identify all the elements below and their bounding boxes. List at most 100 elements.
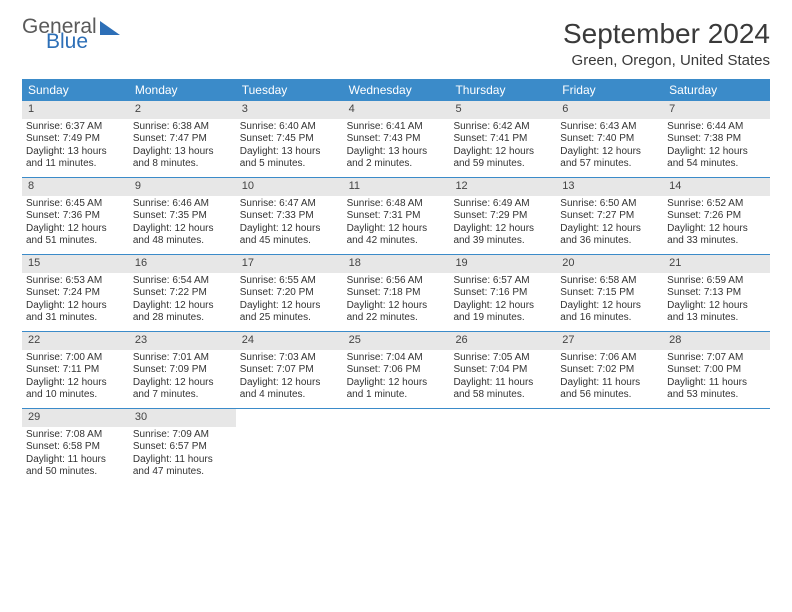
sunset-text: Sunset: 7:02 PM [560, 364, 659, 377]
day-number: 4 [343, 101, 450, 119]
daylight-text: Daylight: 12 hours [560, 300, 659, 313]
daylight-text: Daylight: 11 hours [667, 377, 766, 390]
daylight-text: and 47 minutes. [133, 466, 232, 479]
sunrise-text: Sunrise: 6:49 AM [453, 198, 552, 211]
day-cell: 1Sunrise: 6:37 AMSunset: 7:49 PMDaylight… [22, 101, 129, 177]
daylight-text: and 50 minutes. [26, 466, 125, 479]
day-number: 11 [343, 178, 450, 196]
daylight-text: Daylight: 12 hours [26, 223, 125, 236]
daylight-text: Daylight: 11 hours [133, 454, 232, 467]
day-number: 9 [129, 178, 236, 196]
dow-header-wednesday: Wednesday [343, 79, 450, 101]
day-number [449, 409, 556, 413]
sunset-text: Sunset: 7:47 PM [133, 133, 232, 146]
day-cell-empty [449, 409, 556, 485]
daylight-text: and 42 minutes. [347, 235, 446, 248]
title-block: September 2024 Green, Oregon, United Sta… [563, 18, 770, 69]
week-row: 15Sunrise: 6:53 AMSunset: 7:24 PMDayligh… [22, 254, 770, 331]
sunrise-text: Sunrise: 6:44 AM [667, 121, 766, 134]
day-number: 26 [449, 332, 556, 350]
sunset-text: Sunset: 7:18 PM [347, 287, 446, 300]
sunrise-text: Sunrise: 7:03 AM [240, 352, 339, 365]
day-number: 14 [663, 178, 770, 196]
daylight-text: Daylight: 12 hours [667, 223, 766, 236]
daylight-text: and 59 minutes. [453, 158, 552, 171]
daylight-text: and 28 minutes. [133, 312, 232, 325]
daylight-text: and 51 minutes. [26, 235, 125, 248]
daylight-text: Daylight: 12 hours [560, 146, 659, 159]
sunset-text: Sunset: 7:49 PM [26, 133, 125, 146]
daylight-text: and 53 minutes. [667, 389, 766, 402]
day-number: 27 [556, 332, 663, 350]
sunrise-text: Sunrise: 6:37 AM [26, 121, 125, 134]
sunset-text: Sunset: 7:22 PM [133, 287, 232, 300]
sunset-text: Sunset: 7:31 PM [347, 210, 446, 223]
sunset-text: Sunset: 7:29 PM [453, 210, 552, 223]
sunrise-text: Sunrise: 6:50 AM [560, 198, 659, 211]
daylight-text: and 22 minutes. [347, 312, 446, 325]
sunset-text: Sunset: 7:33 PM [240, 210, 339, 223]
sunrise-text: Sunrise: 6:52 AM [667, 198, 766, 211]
month-title: September 2024 [563, 18, 770, 50]
daylight-text: Daylight: 13 hours [133, 146, 232, 159]
sunrise-text: Sunrise: 6:41 AM [347, 121, 446, 134]
day-cell: 22Sunrise: 7:00 AMSunset: 7:11 PMDayligh… [22, 332, 129, 408]
daylight-text: and 13 minutes. [667, 312, 766, 325]
sunset-text: Sunset: 7:40 PM [560, 133, 659, 146]
dow-header-friday: Friday [556, 79, 663, 101]
daylight-text: Daylight: 12 hours [453, 223, 552, 236]
daylight-text: and 54 minutes. [667, 158, 766, 171]
day-number: 23 [129, 332, 236, 350]
daylight-text: and 36 minutes. [560, 235, 659, 248]
dow-header-saturday: Saturday [663, 79, 770, 101]
sunset-text: Sunset: 7:07 PM [240, 364, 339, 377]
sunrise-text: Sunrise: 6:47 AM [240, 198, 339, 211]
day-cell: 29Sunrise: 7:08 AMSunset: 6:58 PMDayligh… [22, 409, 129, 485]
day-cell: 20Sunrise: 6:58 AMSunset: 7:15 PMDayligh… [556, 255, 663, 331]
day-number: 10 [236, 178, 343, 196]
day-number: 7 [663, 101, 770, 119]
day-number: 25 [343, 332, 450, 350]
daylight-text: and 8 minutes. [133, 158, 232, 171]
daylight-text: Daylight: 11 hours [560, 377, 659, 390]
day-cell: 26Sunrise: 7:05 AMSunset: 7:04 PMDayligh… [449, 332, 556, 408]
daylight-text: and 11 minutes. [26, 158, 125, 171]
daylight-text: Daylight: 12 hours [240, 300, 339, 313]
sunrise-text: Sunrise: 6:59 AM [667, 275, 766, 288]
day-number: 8 [22, 178, 129, 196]
sunset-text: Sunset: 7:45 PM [240, 133, 339, 146]
sunrise-text: Sunrise: 7:08 AM [26, 429, 125, 442]
day-cell: 23Sunrise: 7:01 AMSunset: 7:09 PMDayligh… [129, 332, 236, 408]
day-cell: 5Sunrise: 6:42 AMSunset: 7:41 PMDaylight… [449, 101, 556, 177]
daylight-text: Daylight: 12 hours [347, 300, 446, 313]
day-cell: 7Sunrise: 6:44 AMSunset: 7:38 PMDaylight… [663, 101, 770, 177]
day-cell-empty [663, 409, 770, 485]
daylight-text: and 19 minutes. [453, 312, 552, 325]
sunrise-text: Sunrise: 6:54 AM [133, 275, 232, 288]
week-row: 1Sunrise: 6:37 AMSunset: 7:49 PMDaylight… [22, 101, 770, 177]
daylight-text: Daylight: 13 hours [240, 146, 339, 159]
day-number: 21 [663, 255, 770, 273]
sunset-text: Sunset: 7:41 PM [453, 133, 552, 146]
day-number: 18 [343, 255, 450, 273]
daylight-text: Daylight: 12 hours [453, 146, 552, 159]
daylight-text: Daylight: 11 hours [26, 454, 125, 467]
daylight-text: and 2 minutes. [347, 158, 446, 171]
daylight-text: and 5 minutes. [240, 158, 339, 171]
sunrise-text: Sunrise: 6:42 AM [453, 121, 552, 134]
daylight-text: Daylight: 12 hours [347, 223, 446, 236]
sunrise-text: Sunrise: 6:38 AM [133, 121, 232, 134]
daylight-text: Daylight: 12 hours [667, 300, 766, 313]
dow-header-row: SundayMondayTuesdayWednesdayThursdayFrid… [22, 79, 770, 101]
sunrise-text: Sunrise: 6:40 AM [240, 121, 339, 134]
sunset-text: Sunset: 7:09 PM [133, 364, 232, 377]
daylight-text: and 33 minutes. [667, 235, 766, 248]
sunset-text: Sunset: 7:36 PM [26, 210, 125, 223]
day-number [343, 409, 450, 413]
day-cell: 17Sunrise: 6:55 AMSunset: 7:20 PMDayligh… [236, 255, 343, 331]
logo-triangle-icon [100, 21, 120, 35]
day-cell: 24Sunrise: 7:03 AMSunset: 7:07 PMDayligh… [236, 332, 343, 408]
daylight-text: Daylight: 12 hours [26, 377, 125, 390]
dow-header-tuesday: Tuesday [236, 79, 343, 101]
sunrise-text: Sunrise: 6:46 AM [133, 198, 232, 211]
